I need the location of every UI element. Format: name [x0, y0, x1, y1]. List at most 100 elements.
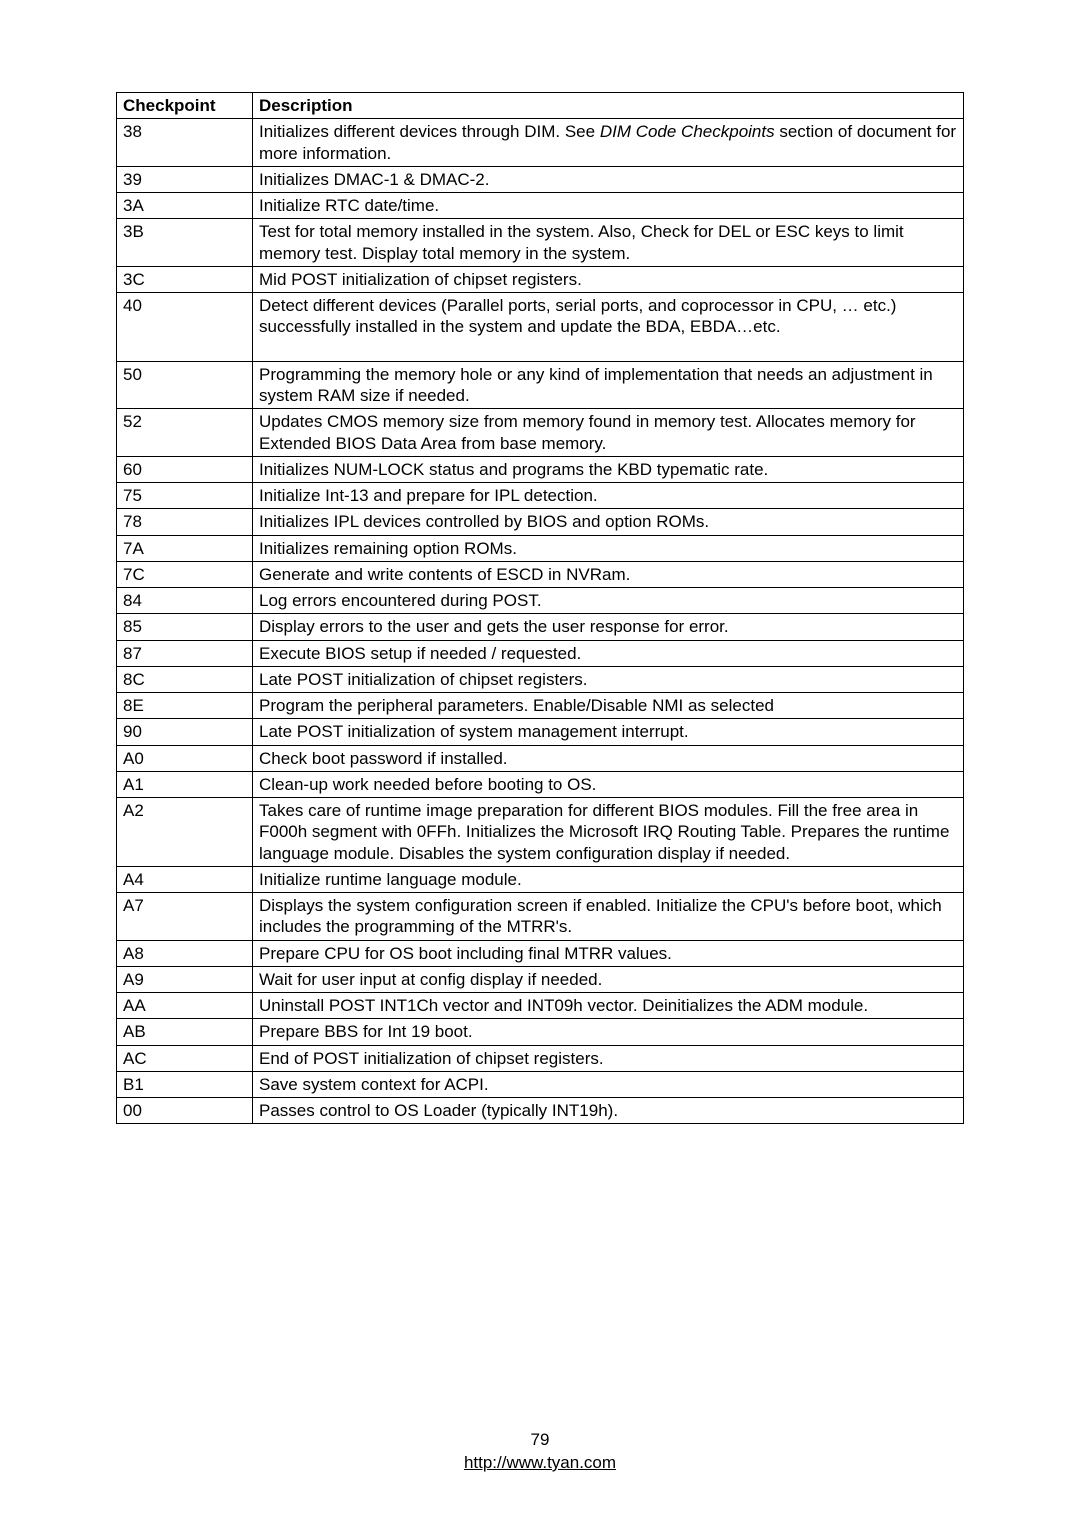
checkpoint-cell: 84: [117, 588, 253, 614]
checkpoint-cell: A4: [117, 866, 253, 892]
table-header-row: Checkpoint Description: [117, 93, 964, 119]
description-cell: Uninstall POST INT1Ch vector and INT09h …: [253, 993, 964, 1019]
table-row: ACEnd of POST initialization of chipset …: [117, 1045, 964, 1071]
table-row: 78Initializes IPL devices controlled by …: [117, 509, 964, 535]
footer-url-link[interactable]: http://www.tyan.com: [464, 1453, 616, 1472]
description-cell: Takes care of runtime image preparation …: [253, 798, 964, 867]
table-row: A9Wait for user input at config display …: [117, 966, 964, 992]
column-header-description: Description: [253, 93, 964, 119]
description-cell: Prepare BBS for Int 19 boot.: [253, 1019, 964, 1045]
table-row: ABPrepare BBS for Int 19 boot.: [117, 1019, 964, 1045]
table-row: A4Initialize runtime language module.: [117, 866, 964, 892]
description-cell: Initialize RTC date/time.: [253, 193, 964, 219]
table-row: 8EProgram the peripheral parameters. Ena…: [117, 693, 964, 719]
description-cell: Program the peripheral parameters. Enabl…: [253, 693, 964, 719]
description-cell: Log errors encountered during POST.: [253, 588, 964, 614]
description-cell: Initializes different devices through DI…: [253, 119, 964, 167]
checkpoint-cell: AA: [117, 993, 253, 1019]
checkpoint-cell: 3B: [117, 219, 253, 267]
checkpoint-cell: A1: [117, 771, 253, 797]
table-row: 38 Initializes different devices through …: [117, 119, 964, 167]
table-row: A7Displays the system configuration scre…: [117, 893, 964, 941]
table-row: 3CMid POST initialization of chipset reg…: [117, 266, 964, 292]
checkpoint-cell: B1: [117, 1071, 253, 1097]
table-row: 7CGenerate and write contents of ESCD in…: [117, 561, 964, 587]
description-cell: End of POST initialization of chipset re…: [253, 1045, 964, 1071]
checkpoint-cell: A7: [117, 893, 253, 941]
description-cell: Check boot password if installed.: [253, 745, 964, 771]
table-row: 75Initialize Int-13 and prepare for IPL …: [117, 483, 964, 509]
description-cell: Initialize Int-13 and prepare for IPL de…: [253, 483, 964, 509]
checkpoint-cell: 8E: [117, 693, 253, 719]
checkpoint-cell: 75: [117, 483, 253, 509]
blank-line: [259, 339, 264, 358]
description-cell: Test for total memory installed in the s…: [253, 219, 964, 267]
description-cell: Initializes remaining option ROMs.: [253, 535, 964, 561]
checkpoint-cell: AB: [117, 1019, 253, 1045]
table-row: 87Execute BIOS setup if needed / request…: [117, 640, 964, 666]
checkpoint-cell: A2: [117, 798, 253, 867]
table-row: 52Updates CMOS memory size from memory f…: [117, 409, 964, 457]
description-cell: Updates CMOS memory size from memory fou…: [253, 409, 964, 457]
checkpoint-cell: 7C: [117, 561, 253, 587]
table-row: 7AInitializes remaining option ROMs.: [117, 535, 964, 561]
table-row: A1Clean-up work needed before booting to…: [117, 771, 964, 797]
checkpoint-cell: 00: [117, 1098, 253, 1124]
checkpoint-cell: 8C: [117, 666, 253, 692]
checkpoint-cell: 52: [117, 409, 253, 457]
description-cell: Displays the system configuration screen…: [253, 893, 964, 941]
checkpoint-table: Checkpoint Description 38 Initializes dif…: [116, 92, 964, 1124]
checkpoint-cell: 3C: [117, 266, 253, 292]
table-row: 3AInitialize RTC date/time.: [117, 193, 964, 219]
table-row: AAUninstall POST INT1Ch vector and INT09…: [117, 993, 964, 1019]
checkpoint-cell: 40: [117, 293, 253, 362]
table-row: A2Takes care of runtime image preparatio…: [117, 798, 964, 867]
checkpoint-cell: AC: [117, 1045, 253, 1071]
checkpoint-cell: A9: [117, 966, 253, 992]
table-row: 50Programming the memory hole or any kin…: [117, 361, 964, 409]
checkpoint-cell: 50: [117, 361, 253, 409]
checkpoint-cell: 90: [117, 719, 253, 745]
description-cell: Save system context for ACPI.: [253, 1071, 964, 1097]
column-header-checkpoint: Checkpoint: [117, 93, 253, 119]
description-cell: Initialize runtime language module.: [253, 866, 964, 892]
checkpoint-cell: 60: [117, 456, 253, 482]
description-cell: Initializes NUM-LOCK status and programs…: [253, 456, 964, 482]
checkpoint-cell: 7A: [117, 535, 253, 561]
table-row: 40Detect different devices (Parallel por…: [117, 293, 964, 362]
table-row: 8CLate POST initialization of chipset re…: [117, 666, 964, 692]
table-row: 00Passes control to OS Loader (typically…: [117, 1098, 964, 1124]
description-cell: Detect different devices (Parallel ports…: [253, 293, 964, 362]
checkpoint-cell: A0: [117, 745, 253, 771]
description-cell: Generate and write contents of ESCD in N…: [253, 561, 964, 587]
checkpoint-cell: 85: [117, 614, 253, 640]
table-row: 3BTest for total memory installed in the…: [117, 219, 964, 267]
description-text: Initializes different devices through DI…: [259, 122, 600, 141]
checkpoint-cell: 39: [117, 166, 253, 192]
table-row: A8Prepare CPU for OS boot including fina…: [117, 940, 964, 966]
description-cell: Programming the memory hole or any kind …: [253, 361, 964, 409]
description-cell: Clean-up work needed before booting to O…: [253, 771, 964, 797]
table-row: 90Late POST initialization of system man…: [117, 719, 964, 745]
checkpoint-cell: 38: [117, 119, 253, 167]
table-row: B1Save system context for ACPI.: [117, 1071, 964, 1097]
description-cell: Mid POST initialization of chipset regis…: [253, 266, 964, 292]
table-row: 60Initializes NUM-LOCK status and progra…: [117, 456, 964, 482]
table-row: 85Display errors to the user and gets th…: [117, 614, 964, 640]
description-cell: Late POST initialization of system manag…: [253, 719, 964, 745]
description-cell: Wait for user input at config display if…: [253, 966, 964, 992]
table-row: 84Log errors encountered during POST.: [117, 588, 964, 614]
description-italic: DIM Code Checkpoints: [600, 122, 775, 141]
page-number: 79: [0, 1429, 1080, 1452]
description-cell: Execute BIOS setup if needed / requested…: [253, 640, 964, 666]
description-cell: Prepare CPU for OS boot including final …: [253, 940, 964, 966]
description-cell: Passes control to OS Loader (typically I…: [253, 1098, 964, 1124]
checkpoint-cell: 3A: [117, 193, 253, 219]
description-cell: Initializes DMAC-1 & DMAC-2.: [253, 166, 964, 192]
table-row: A0Check boot password if installed.: [117, 745, 964, 771]
description-cell: Initializes IPL devices controlled by BI…: [253, 509, 964, 535]
checkpoint-cell: A8: [117, 940, 253, 966]
checkpoint-cell: 78: [117, 509, 253, 535]
checkpoint-cell: 87: [117, 640, 253, 666]
table-row: 39Initializes DMAC-1 & DMAC-2.: [117, 166, 964, 192]
